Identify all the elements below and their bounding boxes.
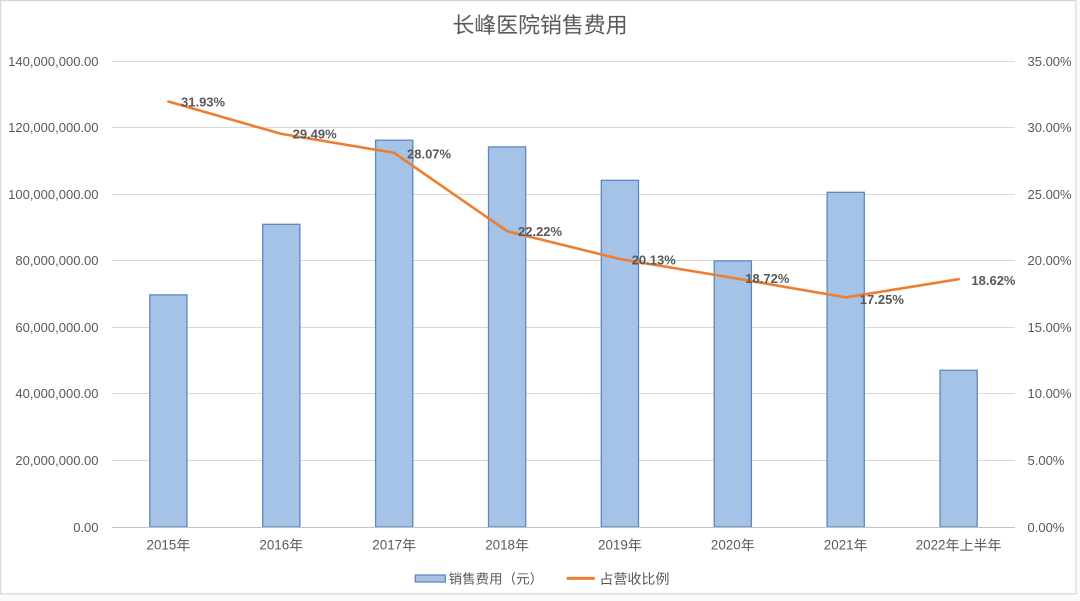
svg-text:0.00: 0.00 — [73, 520, 98, 535]
svg-text:28.07%: 28.07% — [407, 147, 452, 162]
svg-text:18.72%: 18.72% — [745, 271, 790, 286]
svg-text:2015: 2015 — [147, 538, 177, 553]
svg-text:100,000,000.00: 100,000,000.00 — [8, 187, 98, 202]
svg-text:80,000,000.00: 80,000,000.00 — [15, 253, 98, 268]
svg-text:25.00%: 25.00% — [1028, 187, 1073, 202]
svg-text:17.25%: 17.25% — [860, 292, 905, 307]
svg-text:2017: 2017 — [372, 538, 402, 553]
svg-text:29.49%: 29.49% — [293, 127, 338, 142]
svg-text:2019: 2019 — [598, 538, 628, 553]
svg-text:2016: 2016 — [259, 538, 289, 553]
svg-text:35.00%: 35.00% — [1028, 54, 1073, 69]
svg-text:15.00%: 15.00% — [1028, 320, 1073, 335]
svg-text:18.62%: 18.62% — [971, 273, 1016, 288]
svg-text:31.93%: 31.93% — [181, 95, 226, 110]
svg-text:2021: 2021 — [824, 538, 854, 553]
svg-text:120,000,000.00: 120,000,000.00 — [8, 120, 98, 135]
svg-text:2020: 2020 — [711, 538, 741, 553]
svg-text:10.00%: 10.00% — [1028, 386, 1073, 401]
svg-text:0.00%: 0.00% — [1028, 520, 1065, 535]
svg-text:22.22%: 22.22% — [518, 224, 563, 239]
svg-text:20,000,000.00: 20,000,000.00 — [15, 453, 98, 468]
svg-text:5.00%: 5.00% — [1028, 453, 1065, 468]
svg-text:40,000,000.00: 40,000,000.00 — [15, 386, 98, 401]
svg-text:2018: 2018 — [485, 538, 515, 553]
svg-text:20.00%: 20.00% — [1028, 253, 1073, 268]
svg-text:2022: 2022 — [916, 538, 946, 553]
svg-text:20.13%: 20.13% — [632, 253, 677, 268]
svg-text:140,000,000.00: 140,000,000.00 — [8, 54, 98, 69]
svg-text:60,000,000.00: 60,000,000.00 — [15, 320, 98, 335]
svg-text:30.00%: 30.00% — [1028, 120, 1073, 135]
